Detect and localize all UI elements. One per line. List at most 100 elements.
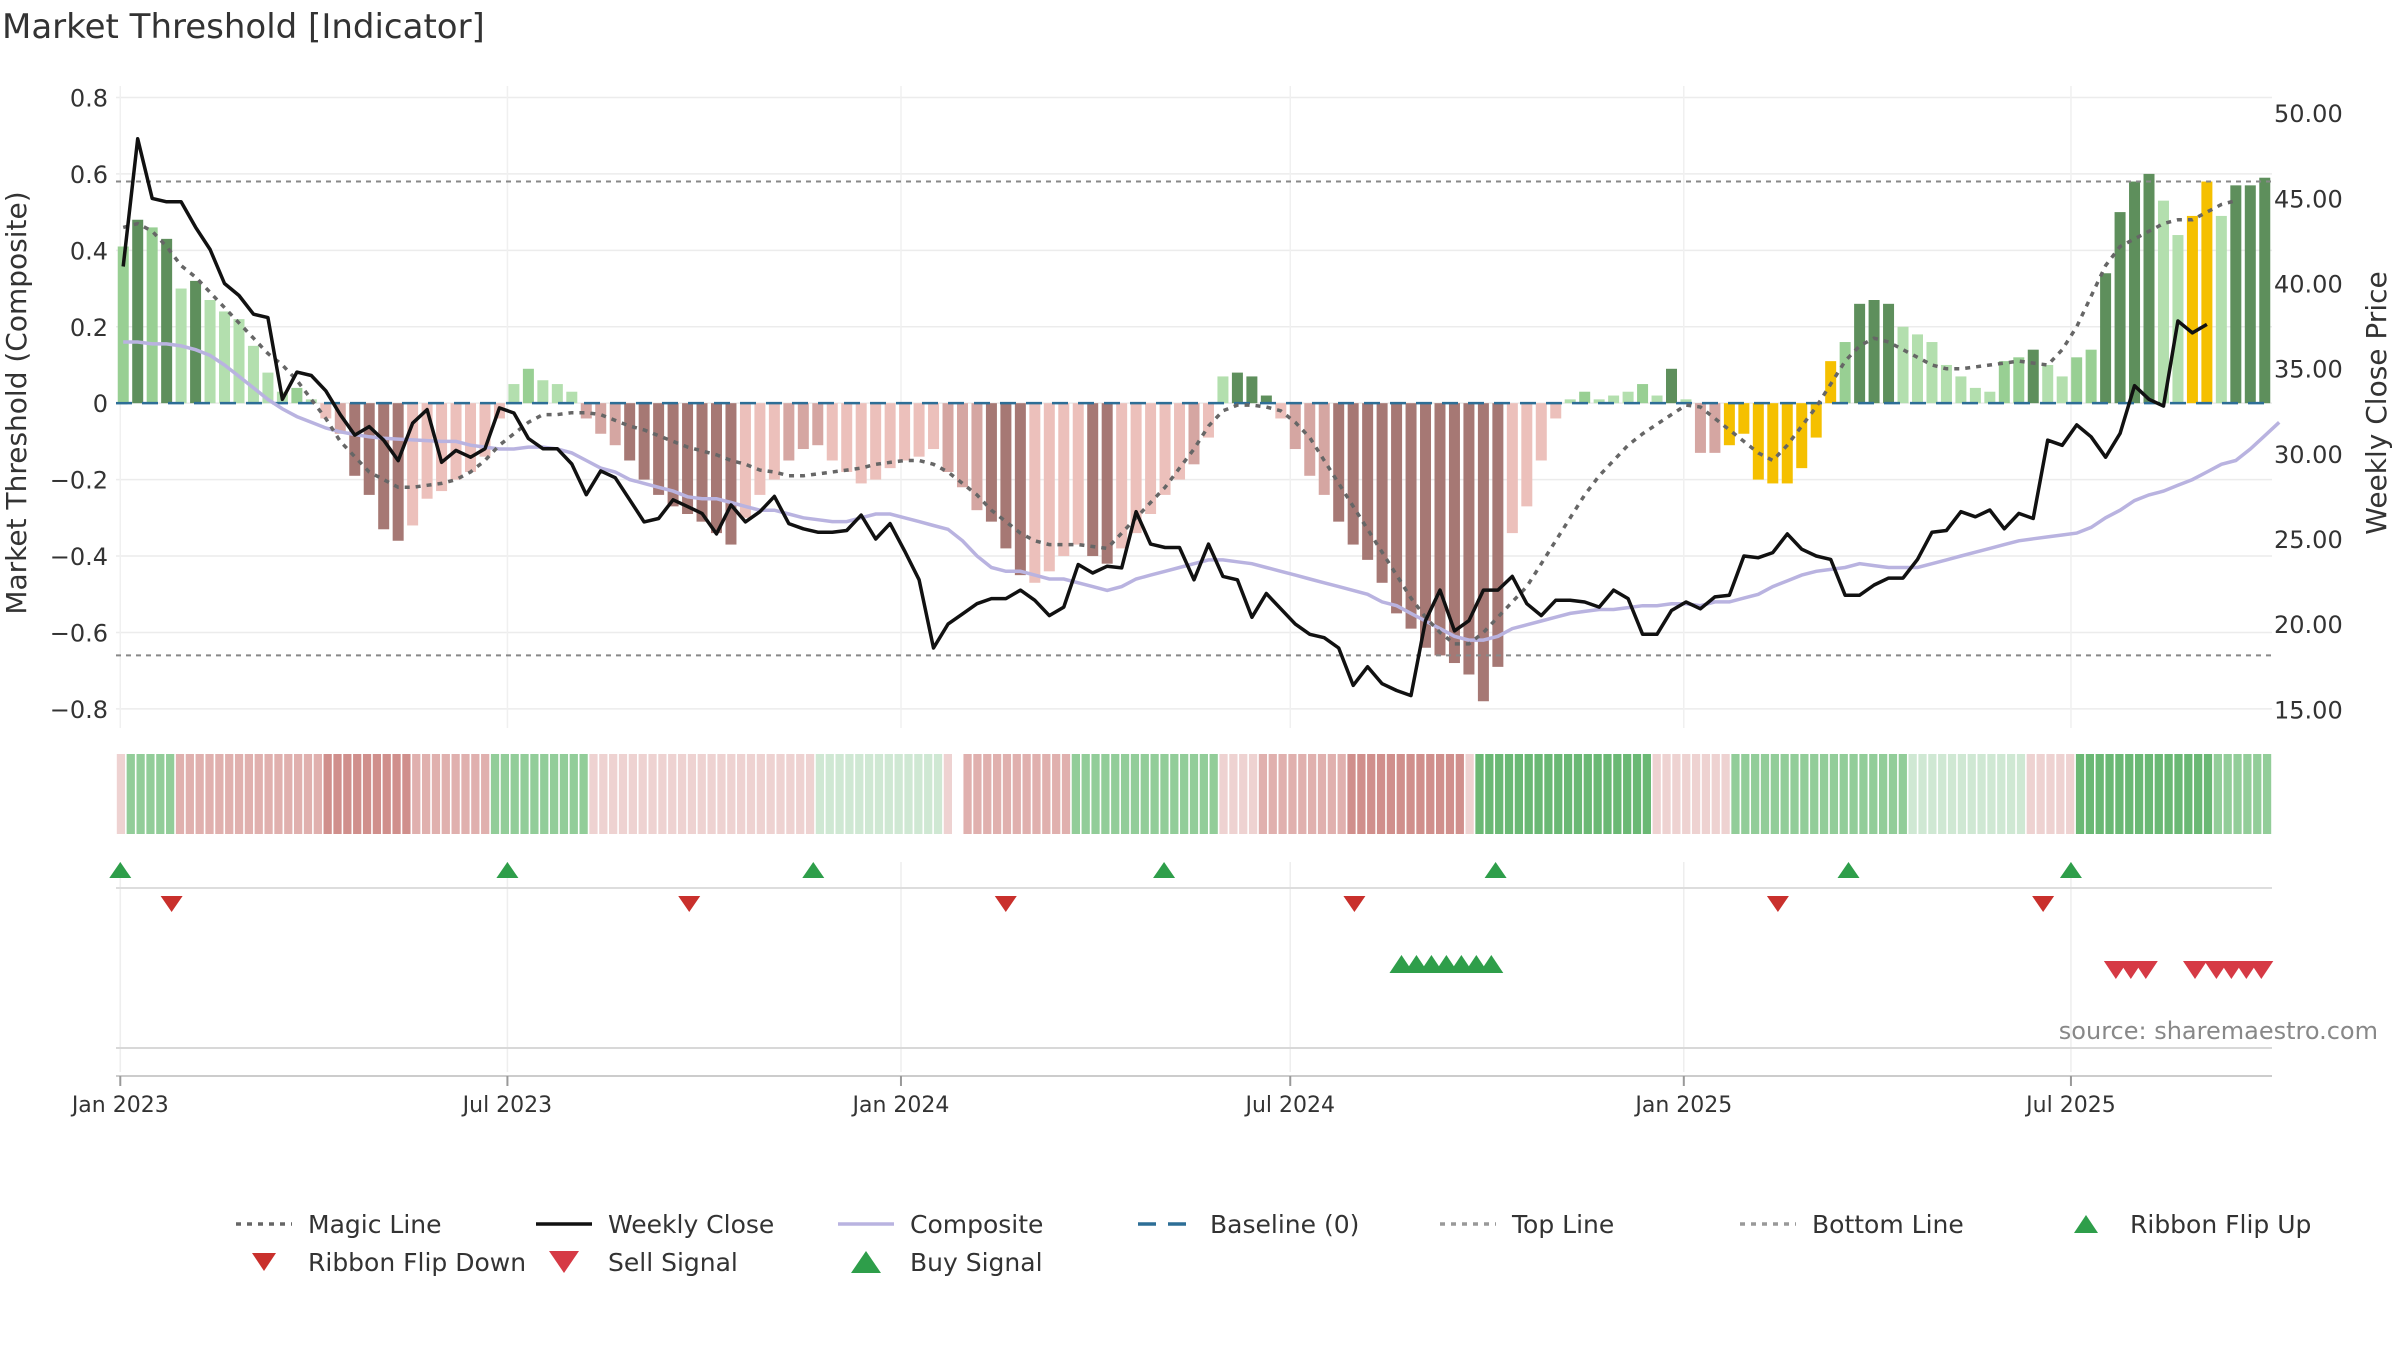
composite-bar (2056, 376, 2068, 404)
composite-bar (884, 403, 896, 469)
composite-bar (1854, 303, 1866, 404)
ribbon-cell (1357, 754, 1366, 834)
ribbon-cell (2134, 754, 2144, 834)
ribbon-cell (382, 754, 391, 834)
ribbon-cell (707, 754, 716, 834)
ribbon-cell (1347, 754, 1356, 834)
ribbon-flip-down-marker (1343, 896, 1366, 912)
ribbon-cell (1504, 754, 1514, 834)
composite-bar (913, 403, 925, 457)
ribbon-cell (1435, 754, 1445, 834)
composite-bar (1434, 403, 1446, 656)
ribbon-cell (1032, 754, 1041, 834)
ribbon-cell (2036, 754, 2045, 834)
ribbon-cell (2075, 754, 2085, 834)
ribbon-cell (1554, 754, 1563, 834)
ribbon-cell (2223, 754, 2232, 834)
legend-label: Weekly Close (608, 1210, 774, 1239)
ribbon-cell (1376, 754, 1386, 834)
ribbon-cell (1514, 754, 1523, 834)
ribbon-cell (2233, 754, 2242, 834)
composite-bar (956, 403, 968, 488)
ribbon-cell (372, 754, 382, 834)
ribbon-cell (2174, 754, 2183, 834)
ribbon-cell (904, 754, 913, 834)
legend-label: Ribbon Flip Up (2130, 1210, 2311, 1239)
ribbon-flip-up-marker (1484, 862, 1507, 878)
composite-bar (1622, 391, 1634, 404)
composite-bar (739, 403, 751, 518)
ribbon-flip-down-marker (678, 896, 701, 912)
composite-bar (1014, 403, 1026, 576)
ribbon-cell (500, 754, 509, 834)
ribbon-cell (1327, 754, 1336, 834)
ribbon-cell (2203, 754, 2213, 834)
composite-bar (1087, 403, 1099, 557)
ribbon-cell (1445, 754, 1455, 834)
composite-bar (551, 384, 563, 404)
weekly-close-line (121, 137, 2208, 698)
composite-bar (696, 403, 708, 522)
composite-bar (2114, 212, 2126, 404)
ribbon-cell (126, 754, 135, 834)
composite-bar (508, 384, 520, 404)
composite-bar (783, 403, 795, 461)
composite-bar (812, 403, 824, 446)
legend-item: Weekly Close (536, 1210, 774, 1239)
ribbon-cell (2006, 754, 2016, 834)
ribbon-cell (490, 754, 500, 834)
ribbon-cell (589, 754, 598, 834)
ribbon-cell (2184, 754, 2193, 834)
ribbon-cell (943, 754, 953, 834)
ribbon-cell (451, 754, 460, 834)
legend-item: Top Line (1440, 1210, 1614, 1239)
composite-bar (1420, 403, 1432, 648)
ribbon-cell (510, 754, 519, 834)
composite-bars (117, 173, 2271, 702)
y2-tick-label: 15.00 (2274, 696, 2343, 724)
composite-bar (580, 403, 592, 419)
composite-bar (190, 280, 202, 404)
legend-label: Top Line (1511, 1210, 1614, 1239)
ribbon-cell (825, 754, 834, 834)
ribbon-cell (1731, 754, 1740, 834)
ribbon-cell (234, 754, 244, 834)
ribbon-cell (441, 754, 450, 834)
ribbon-cell (845, 754, 854, 834)
legend-label: Bottom Line (1812, 1210, 1964, 1239)
ribbon-cell (2105, 754, 2114, 834)
ribbon-cell (1219, 754, 1228, 834)
ribbon-cell (1288, 754, 1297, 834)
x-tick-label: Jan 2025 (1633, 1093, 1732, 1118)
composite-bar (2027, 349, 2039, 404)
composite-bar (609, 403, 621, 446)
ribbon-cell (195, 754, 204, 834)
ribbon-cell (294, 754, 303, 834)
ribbon-cell (1859, 754, 1868, 834)
ribbon-cell (1721, 754, 1730, 834)
ribbon-cell (1071, 754, 1080, 834)
composite-bar (1723, 403, 1735, 446)
ribbon-cell (1396, 754, 1405, 834)
ribbon-cell (756, 754, 765, 834)
ribbon-cell (1298, 754, 1307, 834)
composite-bar (1116, 403, 1128, 549)
ribbon-cell (559, 754, 569, 834)
composite-bar (1666, 368, 1678, 404)
ribbon-cell (284, 754, 293, 834)
ribbon-cell (1583, 754, 1592, 834)
y-tick-label: 0.8 (70, 84, 108, 112)
y2-tick-label: 50.00 (2274, 100, 2343, 128)
composite-bar (2129, 181, 2141, 404)
ribbon-cell (983, 754, 992, 834)
composite-bar (1680, 399, 1692, 404)
x-tick-label: Jul 2023 (461, 1093, 553, 1118)
ribbon-cell (1002, 754, 1012, 834)
ribbon-cell (412, 754, 421, 834)
ribbon-cell (776, 754, 785, 834)
composite-bar (1260, 395, 1272, 404)
legend-item: Sell Signal (549, 1248, 738, 1277)
ribbon-cell (1623, 754, 1632, 834)
composite-bar (1955, 376, 1967, 404)
ribbon-cell (1780, 754, 1789, 834)
